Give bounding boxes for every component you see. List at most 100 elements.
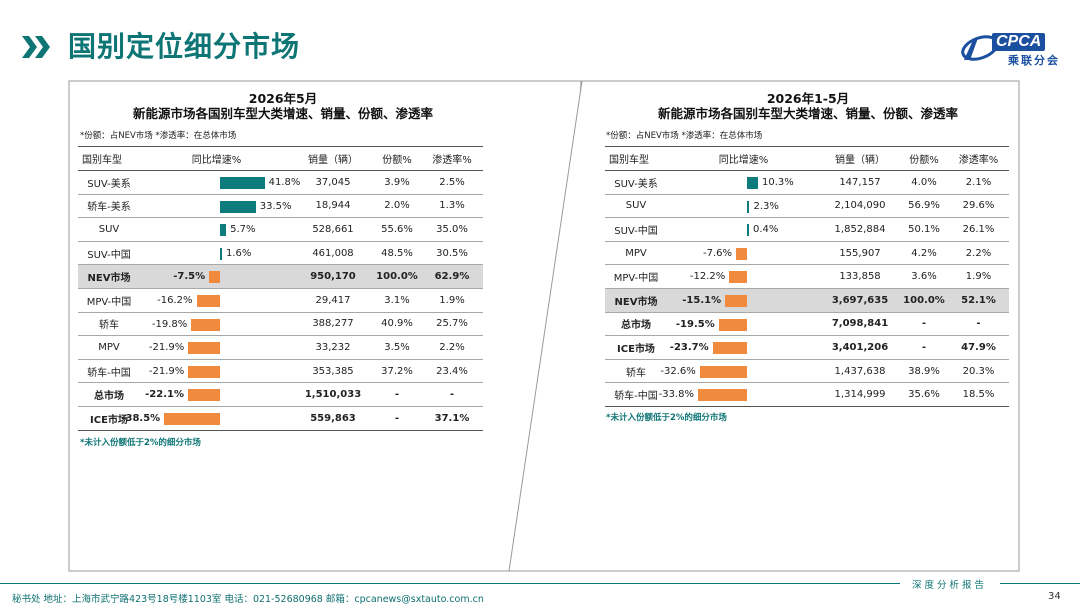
growth-bar xyxy=(699,365,747,378)
penetration-value: 62.9% xyxy=(421,264,483,289)
growth-bar xyxy=(164,412,220,425)
segment-name: 轿车-中国 xyxy=(605,382,667,407)
col-header-segment: 国别车型 xyxy=(605,146,667,171)
col-header-penetration: 渗透率% xyxy=(421,146,483,171)
footer-divider xyxy=(0,583,900,584)
table-row: 轿车 -19.8% 388,277 40.9% 25.7% xyxy=(78,312,483,337)
growth-cell: -21.9% xyxy=(140,359,293,384)
growth-cell: 41.8% xyxy=(140,170,300,195)
segment-name: 总市场 xyxy=(78,382,140,407)
penetration-value: 52.1% xyxy=(948,288,1009,313)
segment-name: SUV-中国 xyxy=(605,217,667,242)
growth-bar xyxy=(220,177,265,189)
col-header-growth: 同比增速% xyxy=(140,146,293,171)
sales-value: 1,437,638 xyxy=(820,359,900,384)
table-row: ICE市场 -23.7% 3,401,206-47.9% xyxy=(605,335,1009,360)
col-header-share: 份额% xyxy=(900,146,948,171)
growth-bar xyxy=(747,200,750,213)
growth-label: -7.6% xyxy=(702,247,732,259)
share-value: - xyxy=(900,312,948,337)
penetration-value: 2.2% xyxy=(421,335,483,360)
growth-cell: -19.5% xyxy=(667,312,820,337)
growth-cell: 5.7% xyxy=(140,217,293,242)
penetration-value: 18.5% xyxy=(948,382,1009,407)
sales-value: 388,277 xyxy=(293,312,373,337)
growth-label: -7.5% xyxy=(173,271,206,283)
growth-bar xyxy=(725,294,747,307)
growth-label: -21.9% xyxy=(148,365,185,377)
footer-report-label: 深度分析报告 xyxy=(912,580,988,591)
sales-value: 1,852,884 xyxy=(820,217,900,242)
share-value: 38.9% xyxy=(900,359,948,384)
sales-value: 528,661 xyxy=(293,217,373,242)
table-row: SUV-中国 0.4% 1,852,884 50.1% 26.1% xyxy=(605,217,1009,242)
growth-bar xyxy=(747,224,749,237)
growth-cell: 10.3% xyxy=(667,170,820,195)
table-row: SUV-中国 1.6% 461,008 48.5% 30.5% xyxy=(78,241,483,266)
growth-cell: -32.6% xyxy=(660,359,820,384)
penetration-value: 37.1% xyxy=(421,406,483,431)
table-row: MPV-中国 -12.2% 133,858 3.6% 1.9% xyxy=(605,264,1009,289)
growth-label: -16.2% xyxy=(157,294,193,306)
segment-name: MPV-中国 xyxy=(78,288,140,313)
growth-bar xyxy=(697,389,747,402)
growth-cell: 0.4% xyxy=(667,217,820,242)
segment-name: 轿车 xyxy=(78,312,140,337)
penetration-value: - xyxy=(421,382,483,407)
segment-name: MPV-中国 xyxy=(605,264,667,289)
growth-label: -19.8% xyxy=(151,318,188,330)
share-value: 4.2% xyxy=(900,241,948,266)
share-value: 48.5% xyxy=(373,241,421,266)
segment-name: 总市场 xyxy=(605,312,667,337)
growth-label: -15.1% xyxy=(682,294,722,306)
penetration-value: 2.1% xyxy=(948,170,1009,195)
sales-value: 33,232 xyxy=(293,335,373,360)
sales-value: 3,697,635 xyxy=(820,288,900,313)
sales-value: 1,510,033 xyxy=(293,382,373,407)
share-value: 56.9% xyxy=(900,194,948,219)
growth-cell: -19.8% xyxy=(140,312,293,337)
share-value: 37.2% xyxy=(373,359,421,384)
growth-cell: -38.5% xyxy=(121,406,293,431)
segment-name: MPV xyxy=(605,241,667,266)
sales-value: 950,170 xyxy=(293,264,373,289)
table-row: 轿车-中国 -21.9% 353,385 37.2% 23.4% xyxy=(78,359,483,384)
page-number: 34 xyxy=(1048,591,1061,602)
growth-bar xyxy=(729,271,747,284)
segment-name: ICE市场 xyxy=(78,406,140,431)
penetration-value: 47.9% xyxy=(948,335,1009,360)
table-row: 轿车-美系 33.5% 18,944 2.0% 1.3% xyxy=(78,194,483,219)
col-header-penetration: 渗透率% xyxy=(948,146,1009,171)
growth-cell: 33.5% xyxy=(140,194,293,219)
segment-name: SUV xyxy=(78,217,140,242)
share-value: 3.9% xyxy=(373,170,421,195)
segment-name: MPV xyxy=(78,335,140,360)
table-row: MPV -21.9% 33,232 3.5% 2.2% xyxy=(78,335,483,360)
growth-label: 5.7% xyxy=(230,224,256,236)
share-value: 3.1% xyxy=(373,288,421,313)
logo-subtitle: 乘联分会 xyxy=(1008,54,1060,67)
growth-cell: -23.7% xyxy=(667,335,820,360)
penetration-value: 2.2% xyxy=(948,241,1009,266)
segment-name: 轿车-美系 xyxy=(78,194,140,219)
footer-contact: 秘书处 地址：上海市武宁路423号18号楼1103室 电话：021-526809… xyxy=(12,594,484,605)
segment-name: SUV-美系 xyxy=(605,170,667,195)
growth-cell: 1.6% xyxy=(140,241,293,266)
sales-value: 461,008 xyxy=(293,241,373,266)
growth-label: 0.4% xyxy=(753,224,779,236)
share-value: 100.0% xyxy=(373,264,421,289)
segment-name: 轿车-中国 xyxy=(78,359,140,384)
growth-bar xyxy=(196,294,220,307)
sales-value: 3,401,206 xyxy=(820,335,900,360)
growth-cell: -15.1% xyxy=(667,288,820,313)
footer-divider-right xyxy=(1000,583,1080,584)
growth-bar xyxy=(220,200,256,213)
growth-bar xyxy=(735,247,747,260)
table-row: SUV-美系 10.3% 147,157 4.0% 2.1% xyxy=(605,170,1009,195)
segment-name: SUV-中国 xyxy=(78,241,140,266)
growth-bar xyxy=(712,342,747,355)
share-value: - xyxy=(900,335,948,360)
sales-value: 133,858 xyxy=(820,264,900,289)
right-title-line2: 新能源市场各国别车型大类增速、销量、份额、渗透率 xyxy=(657,106,958,121)
growth-label: 1.6% xyxy=(226,247,252,259)
